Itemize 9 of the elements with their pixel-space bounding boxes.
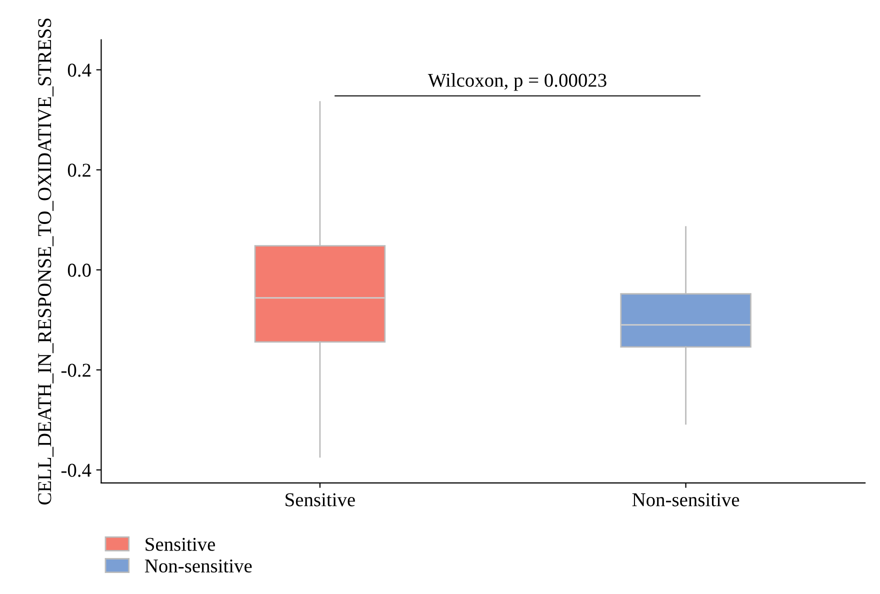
- y-tick-label: -0.2: [61, 364, 90, 377]
- y-tick-label: 0.0: [68, 264, 91, 277]
- legend-label: Sensitive: [146, 538, 216, 551]
- y-tick-label: 0.2: [68, 164, 90, 177]
- y-tick-label: -0.4: [61, 464, 92, 477]
- y-tick-label: 0.4: [68, 64, 92, 77]
- legend-label: Non-sensitive: [144, 559, 252, 573]
- annotation: Wilcoxon, p = 0.00023: [428, 73, 606, 91]
- y-axis-title: CELL_DEATH_IN_RESPONSE_TO_OXIDATIVE_STRESS: [38, 18, 54, 505]
